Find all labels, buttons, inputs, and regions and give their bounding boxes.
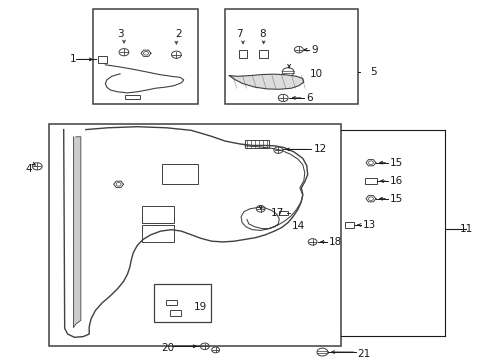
Text: 19: 19 bbox=[194, 302, 207, 312]
Text: 1: 1 bbox=[69, 54, 76, 64]
Polygon shape bbox=[74, 137, 81, 328]
Text: 8: 8 bbox=[259, 29, 266, 39]
Bar bbox=[162, 164, 198, 184]
Text: 7: 7 bbox=[236, 29, 243, 39]
Polygon shape bbox=[229, 74, 304, 89]
Text: 18: 18 bbox=[329, 237, 343, 247]
Bar bbox=[125, 95, 140, 99]
Text: 15: 15 bbox=[390, 194, 403, 204]
Text: 21: 21 bbox=[358, 348, 371, 359]
Polygon shape bbox=[64, 127, 308, 337]
Text: 2: 2 bbox=[175, 29, 182, 39]
Text: 16: 16 bbox=[390, 176, 403, 186]
Bar bbox=[365, 178, 377, 184]
Text: 14: 14 bbox=[292, 221, 305, 231]
Text: 9: 9 bbox=[311, 45, 318, 55]
Text: 6: 6 bbox=[306, 93, 313, 103]
Text: 17: 17 bbox=[271, 208, 284, 219]
Bar bbox=[93, 9, 198, 104]
Bar bbox=[279, 211, 288, 215]
Bar bbox=[239, 50, 247, 58]
Text: 10: 10 bbox=[310, 69, 323, 79]
Text: 3: 3 bbox=[117, 29, 123, 39]
Bar bbox=[154, 284, 211, 322]
Bar bbox=[245, 140, 269, 148]
Bar bbox=[345, 222, 354, 228]
Bar bbox=[166, 300, 177, 305]
Bar bbox=[49, 124, 341, 346]
Text: 13: 13 bbox=[363, 220, 376, 230]
Bar bbox=[170, 310, 181, 316]
Text: 5: 5 bbox=[370, 67, 377, 77]
Text: 20: 20 bbox=[161, 343, 174, 354]
Bar bbox=[259, 50, 268, 58]
Bar bbox=[142, 206, 174, 223]
Bar bbox=[225, 9, 358, 104]
Text: 11: 11 bbox=[460, 224, 473, 234]
Text: 12: 12 bbox=[314, 144, 327, 154]
Text: 4: 4 bbox=[25, 164, 32, 174]
Bar bbox=[98, 56, 107, 63]
Bar bbox=[142, 225, 174, 242]
Text: 15: 15 bbox=[390, 158, 403, 168]
